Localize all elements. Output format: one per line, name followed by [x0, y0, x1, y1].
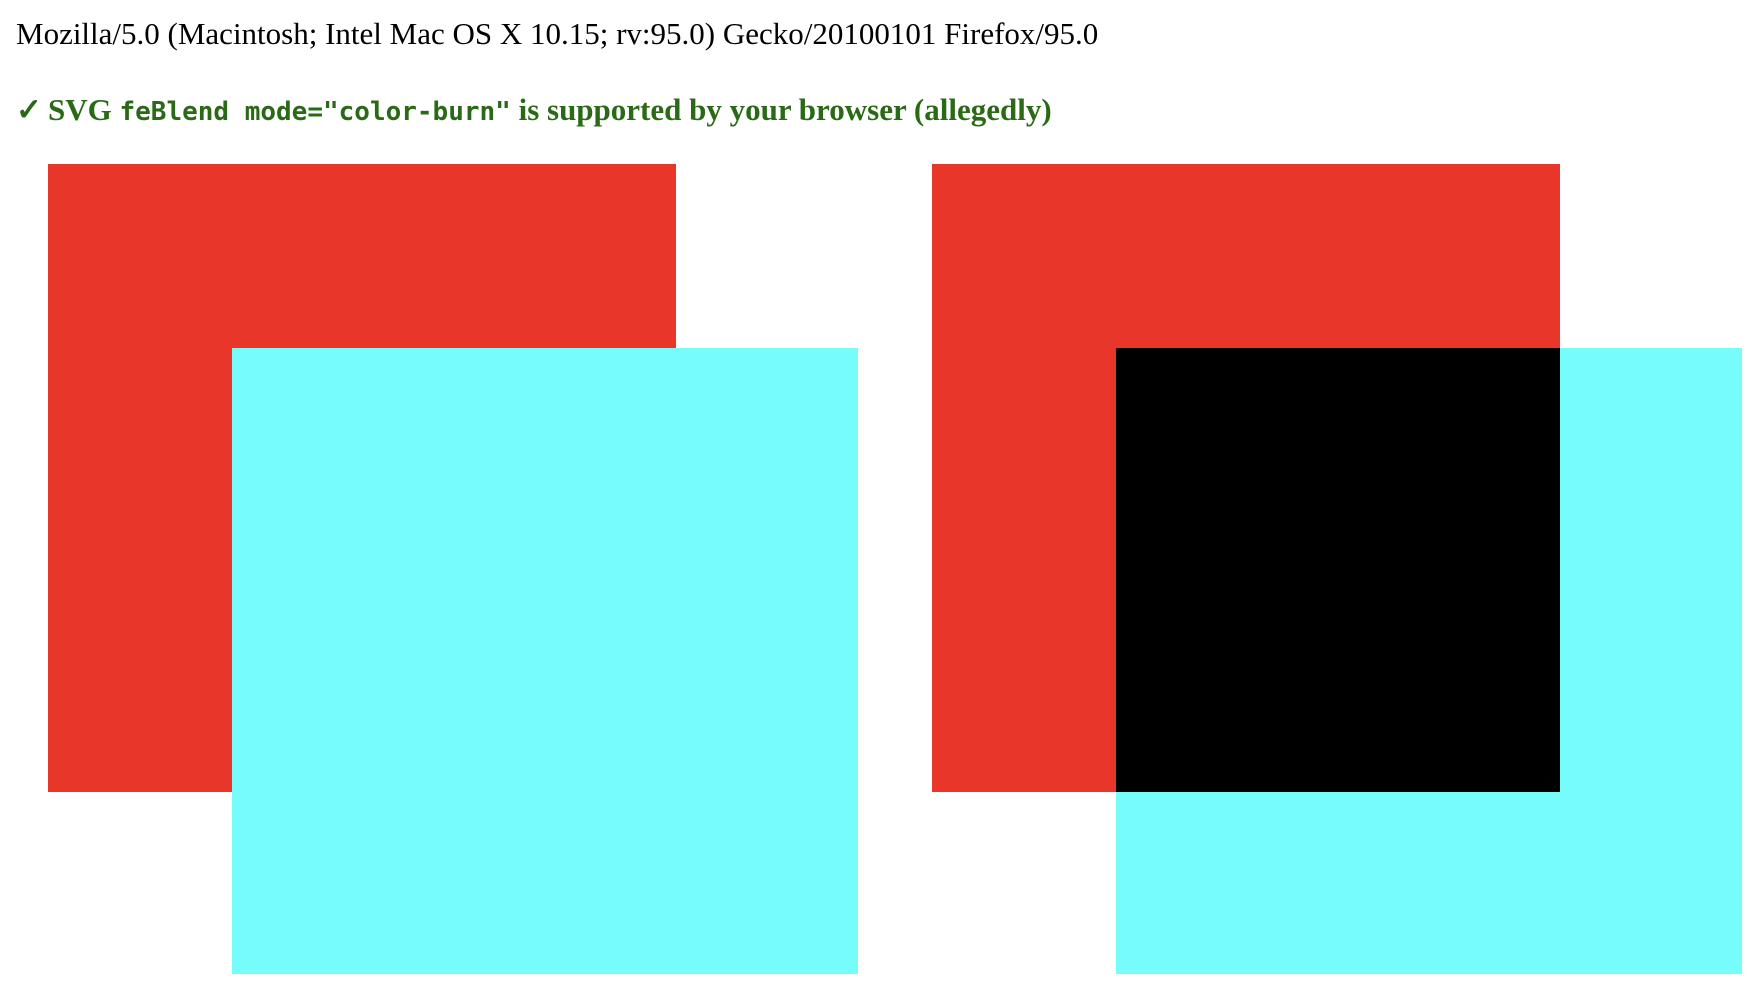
color-burn-demo-svg [932, 164, 1742, 974]
support-status-message: ✓ SVG feBlend mode="color-burn" is suppor… [16, 90, 1052, 132]
status-suffix: is supported by your browser (allegedly) [518, 92, 1052, 127]
user-agent-string: Mozilla/5.0 (Macintosh; Intel Mac OS X 1… [16, 16, 1099, 51]
checkmark-icon: ✓ [16, 92, 42, 127]
status-prefix: SVG [47, 92, 112, 127]
feblend-mode-code: feBlend mode="color-burn" [119, 97, 511, 127]
cyan-square [232, 348, 858, 974]
reference-demo-svg [48, 164, 858, 974]
color-burn-overlap-region [1116, 348, 1560, 792]
